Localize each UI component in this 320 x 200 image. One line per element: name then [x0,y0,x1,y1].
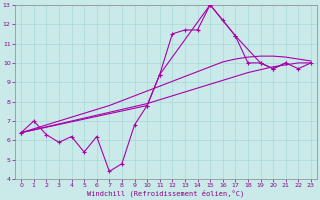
X-axis label: Windchill (Refroidissement éolien,°C): Windchill (Refroidissement éolien,°C) [87,190,245,197]
